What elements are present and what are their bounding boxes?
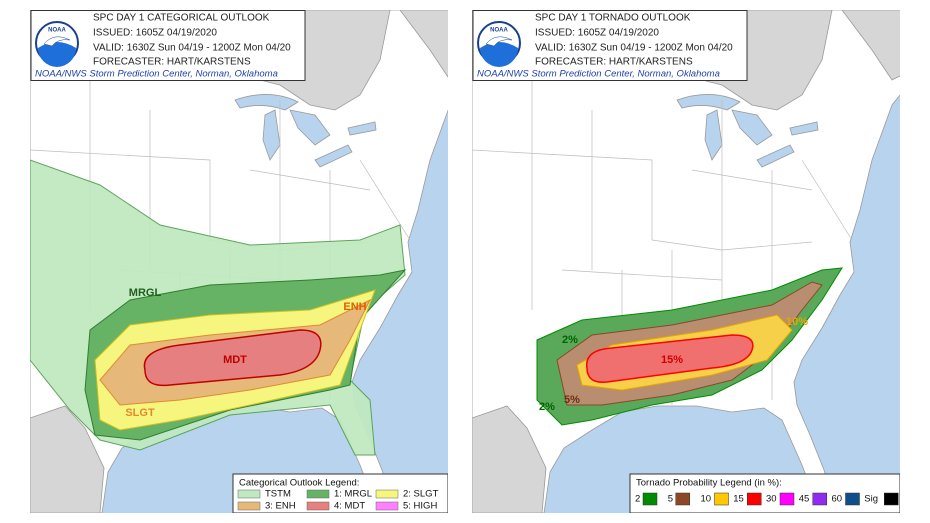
legend-swatch [845,492,860,506]
map-label: 2% [562,334,578,346]
header-credit: NOAA/NWS Storm Prediction Center, Norman… [35,69,278,80]
categorical-panel: MRGL ENH MDT SLGT NOAA SPC DAY 1 CATEGORICAL … [30,10,448,513]
legend-label: 2 [635,494,640,505]
legend-label: 3: ENH [265,501,296,512]
legend-swatch [306,501,330,511]
tornado-panel: 2% 5% 10% 15% 2% NOAA SPC DAY 1 TORNADO OUTLOO… [472,10,900,513]
map-label: 10% [786,316,808,328]
header-issued: ISSUED: 1605Z 04/19/2020 [535,28,659,39]
map-label: SLGT [125,407,155,419]
header-title: SPC DAY 1 TORNADO OUTLOOK [535,13,691,24]
logo-text: NOAA [48,28,66,34]
legend-swatch [779,492,795,506]
legend-label: 10 [701,494,712,505]
legend-swatch [306,489,330,499]
header-issued: ISSUED: 1605Z 04/19/2020 [93,28,217,39]
legend-label: 30 [766,494,777,505]
legend-label: 5: HIGH [403,501,437,512]
legend-swatch [237,489,261,499]
header-valid: VALID: 1630Z Sun 04/19 - 1200Z Mon 04/20 [535,43,733,54]
prob-15-area [585,334,754,383]
legend-swatch [675,492,690,506]
map-label: MRGL [129,287,162,299]
logo-sea [38,42,76,67]
header-forecaster: FORECASTER: HART/KARSTENS [535,57,693,68]
header-box [472,10,748,81]
mdt-area [143,329,322,387]
map-label: MDT [223,354,247,366]
legend-label: TSTM [265,489,291,500]
legend-box [232,473,448,513]
legend-label: 4: MDT [334,501,365,512]
legend-swatch [884,492,899,506]
legend-label: 2: SLGT [403,489,439,500]
legend-label: 1: MRGL [334,489,372,500]
logo-sea [480,42,518,67]
legend-label: 5 [668,494,673,505]
legend-label: 45 [799,494,810,505]
legend-swatch [714,492,729,506]
legend-swatch [375,501,399,511]
header-valid: VALID: 1630Z Sun 04/19 - 1200Z Mon 04/20 [93,43,291,54]
legend-swatch [642,492,658,506]
legend-swatch [375,489,399,499]
basemap [472,10,900,513]
logo-bird [485,36,513,47]
legend-swatch [747,492,762,506]
map-label: 15% [661,354,683,366]
logo-bird [43,36,71,47]
legend-swatch [812,492,827,506]
logo-text: NOAA [490,28,508,34]
legend-title: Tornado Probability Legend (in %): [636,478,782,489]
header-credit: NOAA/NWS Storm Prediction Center, Norman… [477,69,720,80]
map-label: ENH [343,301,366,313]
legend-title: Categorical Outlook Legend: [239,478,359,489]
legend-swatch [237,501,261,511]
map-label: 5% [564,394,580,406]
header-title: SPC DAY 1 CATEGORICAL OUTLOOK [93,13,270,24]
legend-label: Sig [864,494,878,505]
legend-label: 60 [832,494,843,505]
map-label: 2% [539,401,555,413]
legend-label: 15 [733,494,744,505]
header-forecaster: FORECASTER: HART/KARSTENS [93,57,251,68]
